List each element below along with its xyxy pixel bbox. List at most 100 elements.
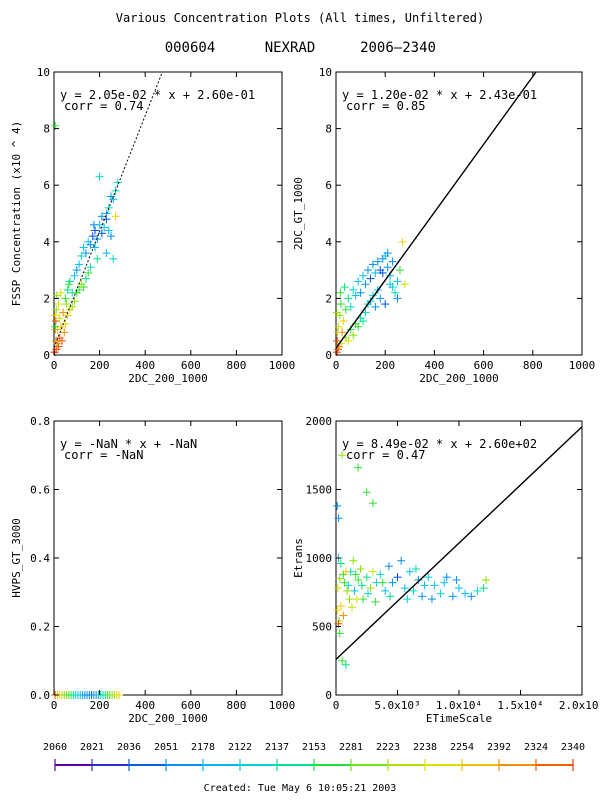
data-point bbox=[95, 172, 104, 181]
data-point bbox=[482, 575, 491, 584]
plots-group: 0 200 400 600 800 100002468102DC_200_1000FSSP… bbox=[10, 66, 600, 725]
correlation-label: corr = 0.74 bbox=[64, 99, 143, 113]
y-tick-label: 1500 bbox=[306, 484, 333, 497]
x-axis-label: ETimeScale bbox=[426, 712, 492, 725]
y-axis-label: FSSP Concentration (x10 ^ 4) bbox=[10, 121, 23, 306]
data-point bbox=[51, 322, 60, 331]
data-point bbox=[341, 660, 350, 669]
data-point bbox=[368, 260, 377, 269]
data-point bbox=[354, 575, 363, 584]
data-point bbox=[109, 254, 118, 263]
data-point bbox=[467, 592, 476, 601]
data-point bbox=[430, 581, 439, 590]
colorbar-label: 2060 bbox=[43, 742, 67, 753]
y-tick-label: 1000 bbox=[306, 552, 333, 565]
created-timestamp: Created: Tue May 6 10:05:21 2003 bbox=[204, 783, 397, 794]
y-tick-label: 0.4 bbox=[30, 552, 50, 565]
data-point bbox=[351, 570, 360, 579]
data-point bbox=[405, 567, 414, 576]
fit-line bbox=[335, 71, 537, 349]
data-point bbox=[383, 263, 392, 272]
data-point bbox=[113, 178, 122, 187]
data-point bbox=[349, 285, 358, 294]
data-point bbox=[378, 268, 387, 277]
colorbar-label: 2238 bbox=[413, 742, 437, 753]
data-point bbox=[381, 300, 390, 309]
x-tick-label: 2.0x10⁴ bbox=[559, 699, 600, 712]
data-point bbox=[343, 586, 352, 595]
y-tick-label: 2 bbox=[43, 292, 50, 305]
data-point bbox=[335, 574, 344, 583]
data-point bbox=[53, 339, 62, 348]
data-point bbox=[371, 268, 380, 277]
data-point bbox=[349, 556, 358, 565]
data-point bbox=[368, 567, 377, 576]
panel-p3: 0 200 400 600 800 1000 0.0 0.2 0.4 0.6 0.8 2DC_200_… bbox=[10, 415, 295, 725]
x-tick-label: 0 bbox=[51, 359, 58, 372]
data-point bbox=[398, 237, 407, 246]
data-point bbox=[62, 300, 71, 309]
y-tick-label: 2 bbox=[325, 292, 332, 305]
x-tick-label: 200 bbox=[90, 359, 110, 372]
data-point bbox=[70, 271, 79, 280]
x-tick-label: 200 bbox=[375, 359, 395, 372]
x-tick-label: 0 bbox=[333, 359, 340, 372]
data-source: NEXRAD bbox=[265, 40, 316, 56]
data-point bbox=[420, 581, 429, 590]
x-tick-label: 1000 bbox=[269, 359, 296, 372]
plot-frame bbox=[53, 71, 283, 356]
data-point bbox=[393, 277, 402, 286]
data-point bbox=[336, 300, 345, 309]
data-point bbox=[81, 249, 90, 258]
chart-title: Various Concentration Plots (All times, … bbox=[116, 11, 484, 25]
data-point bbox=[366, 274, 375, 283]
data-point bbox=[424, 573, 433, 582]
data-point bbox=[91, 226, 100, 235]
y-tick-label: 6 bbox=[43, 179, 50, 192]
data-point bbox=[75, 260, 84, 269]
x-tick-label: 0 bbox=[51, 699, 58, 712]
x-tick-label: 800 bbox=[523, 359, 543, 372]
data-point bbox=[93, 234, 102, 243]
data-point bbox=[352, 595, 361, 604]
data-point bbox=[378, 578, 387, 587]
data-point bbox=[393, 573, 402, 582]
data-point bbox=[64, 280, 73, 289]
flight-id: 000604 bbox=[165, 40, 216, 56]
data-point bbox=[388, 578, 397, 587]
data-point bbox=[384, 562, 393, 571]
data-point bbox=[55, 314, 64, 323]
panel-p1: 0 200 400 600 800 1000 0 2 4 6 8 10 2DC_200_1000 FSSP… bbox=[10, 66, 295, 385]
x-tick-label: 400 bbox=[135, 699, 155, 712]
data-point bbox=[56, 288, 65, 297]
x-tick-label: 800 bbox=[226, 699, 246, 712]
data-point bbox=[344, 336, 353, 345]
data-points bbox=[51, 691, 123, 699]
data-point bbox=[50, 311, 59, 320]
x-tick-label: 0 bbox=[333, 699, 340, 712]
data-point bbox=[59, 308, 68, 317]
y-tick-label: 0.0 bbox=[30, 689, 50, 702]
data-point bbox=[359, 271, 368, 280]
data-point bbox=[363, 589, 372, 598]
data-point bbox=[386, 592, 395, 601]
data-point bbox=[338, 451, 347, 460]
data-point bbox=[89, 220, 98, 229]
data-point bbox=[357, 581, 366, 590]
data-point bbox=[397, 556, 406, 565]
data-point bbox=[111, 212, 120, 221]
data-point bbox=[363, 266, 372, 275]
correlation-label: corr = 0.47 bbox=[346, 448, 425, 462]
data-point bbox=[336, 601, 345, 610]
data-points bbox=[50, 121, 122, 357]
data-point bbox=[61, 319, 70, 328]
data-point bbox=[334, 322, 343, 331]
correlation-label: corr = -NaN bbox=[64, 448, 143, 462]
data-point bbox=[336, 559, 345, 568]
data-point bbox=[356, 288, 365, 297]
data-point bbox=[366, 584, 375, 593]
data-point bbox=[361, 308, 370, 317]
data-point bbox=[442, 573, 451, 582]
y-tick-label: 0 bbox=[325, 689, 332, 702]
